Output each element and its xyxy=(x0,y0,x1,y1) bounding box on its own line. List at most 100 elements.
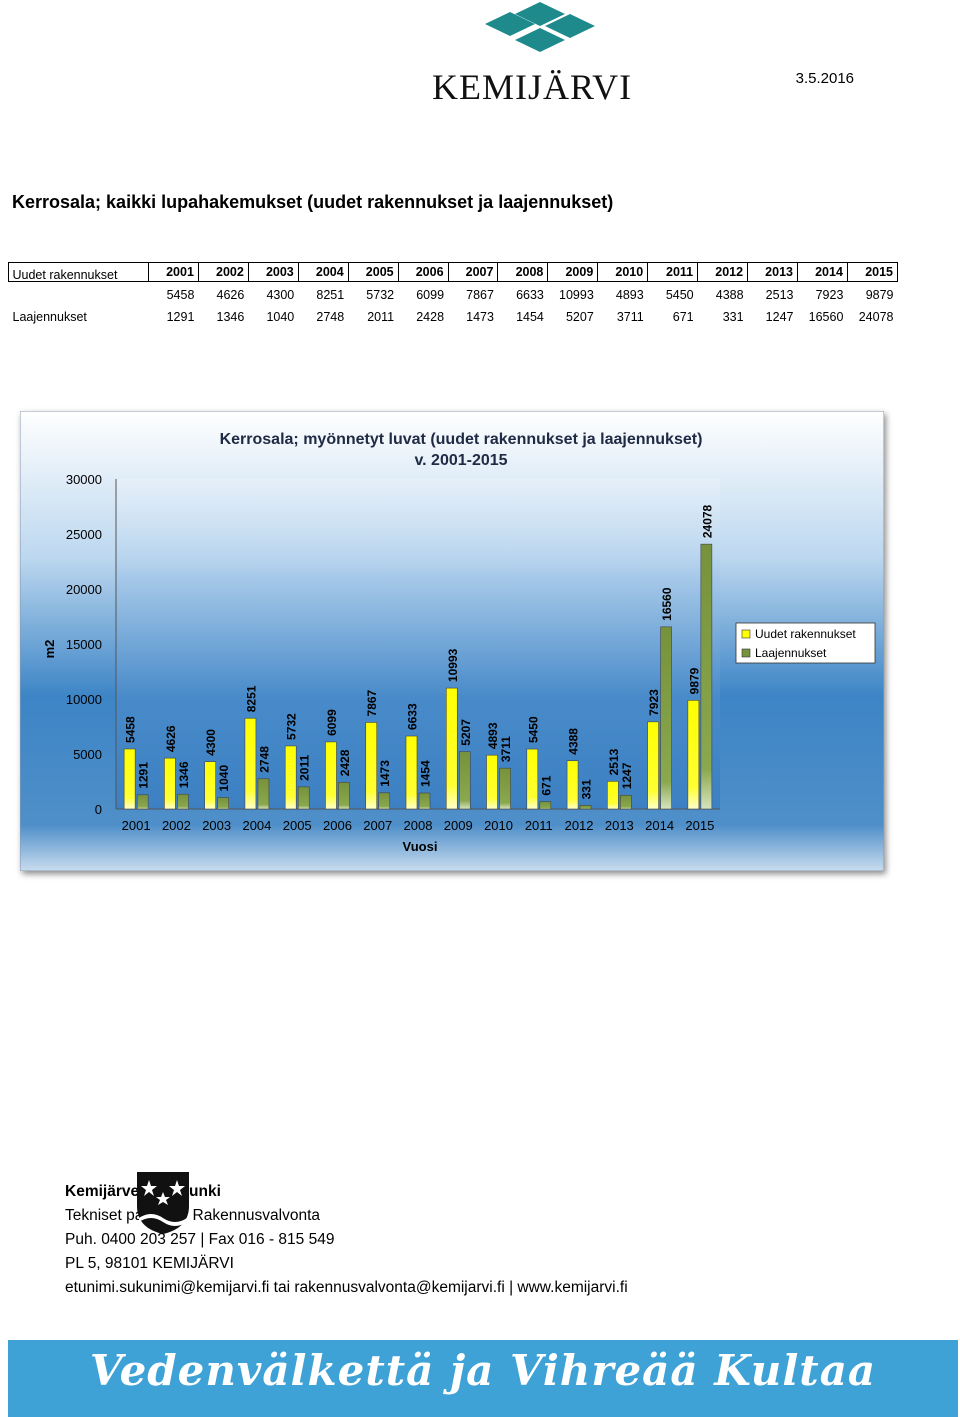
table-header-row: 2001 2002 2003 2004 2005 2006 2007 2008 2009 2010… xyxy=(8,262,899,282)
bar-data-label: 5207 xyxy=(459,719,473,746)
table-cell: 1454 xyxy=(516,310,544,324)
logo-wordmark: KEMIJÄRVI xyxy=(432,67,633,107)
bar-laajennukset xyxy=(700,543,713,810)
legend-swatch xyxy=(741,648,751,658)
x-tick-label: 2009 xyxy=(444,818,473,833)
bar-laajennukset xyxy=(579,805,592,810)
x-tick-label: 2008 xyxy=(404,818,433,833)
legend-swatch xyxy=(741,629,751,639)
x-tick-label: 2007 xyxy=(363,818,392,833)
table-cell: 5458 xyxy=(166,288,195,302)
table-cell: 2513 xyxy=(765,288,794,302)
bar-data-label: 1454 xyxy=(419,760,433,787)
table-cell: 331 xyxy=(722,310,744,324)
year-header-cell: 2002 xyxy=(197,262,249,282)
slogan-text: Vedenvälkettä ja Vihreää Kultaa xyxy=(89,1346,877,1395)
bar-data-label: 1247 xyxy=(620,762,634,789)
y-tick-label: 25000 xyxy=(66,527,102,542)
chart-title: Kerrosala; myönnetyt luvat (uudet rakenn… xyxy=(220,431,703,448)
bar-uudet-rakennukset xyxy=(244,717,257,810)
legend-box xyxy=(735,622,876,664)
bar-uudet-rakennukset xyxy=(204,761,216,810)
bar-data-label: 671 xyxy=(539,775,553,795)
year-header-cell: 2009 xyxy=(547,262,599,282)
table-cell: 4388 xyxy=(715,288,744,302)
y-tick-label: 15000 xyxy=(66,637,102,652)
year-header-cell: 2013 xyxy=(747,262,798,282)
legend-label: Uudet rakennukset xyxy=(755,627,856,641)
bar-uudet-rakennukset xyxy=(123,748,136,810)
table-row: Uudet rakennukset 5458 4626 4300 8251 5732 609… xyxy=(9,268,898,309)
bar-data-label: 10993 xyxy=(446,648,460,682)
x-tick-label: 2002 xyxy=(162,818,191,833)
table-cell: 2748 xyxy=(316,310,345,324)
table-cell: 24078 xyxy=(858,310,894,324)
chart-subtitle: v. 2001-2015 xyxy=(414,452,507,469)
table-row: Laajennukset 1291 1346 1040 2748 2011 2428 1473… xyxy=(9,308,898,326)
slogan-banner: Vedenvälkettä ja Vihreää Kultaa xyxy=(8,1340,958,1417)
bar-data-label: 16560 xyxy=(660,587,674,621)
year-header-cell: 2004 xyxy=(297,262,349,282)
table-cell: 5450 xyxy=(665,288,694,302)
table-cell: 1346 xyxy=(216,310,245,324)
x-tick-label: 2005 xyxy=(283,818,312,833)
bar-data-label: 7867 xyxy=(365,689,379,716)
table-cell: 671 xyxy=(672,310,694,324)
y-tick-label: 10000 xyxy=(66,692,102,707)
year-header-cell: 2011 xyxy=(647,262,699,282)
bar-data-label: 24078 xyxy=(700,504,714,538)
bar-laajennukset xyxy=(177,793,189,810)
year-header-cell: 2012 xyxy=(697,262,749,282)
bar-laajennukset xyxy=(620,794,632,810)
table-cell: 4626 xyxy=(216,288,245,302)
bar-data-label: 2011 xyxy=(298,755,312,781)
table-cell: 16560 xyxy=(808,310,844,324)
bar-data-label: 3711 xyxy=(499,736,513,762)
year-header-cell: 2006 xyxy=(397,262,449,282)
bar-laajennukset xyxy=(499,767,511,810)
bar-laajennukset xyxy=(338,781,350,810)
bar-data-label: 6099 xyxy=(325,709,339,736)
bar-data-label: 2513 xyxy=(607,748,621,775)
coat-of-arms-icon xyxy=(137,1172,189,1234)
bar-laajennukset xyxy=(418,792,431,810)
bar-laajennukset xyxy=(458,751,471,810)
y-tick-label: 0 xyxy=(95,802,102,817)
table-cell: 7867 xyxy=(466,288,494,302)
plot-area xyxy=(116,479,720,809)
table-cell: 7923 xyxy=(815,288,844,302)
bar-data-label: 9879 xyxy=(687,667,701,694)
table-cell: 6099 xyxy=(416,288,445,302)
table-cell: 1473 xyxy=(466,310,494,324)
footer-contact-line: etunimi.sukunimi@kemijarvi.fi tai rakenn… xyxy=(65,1279,628,1296)
table-cell: 10993 xyxy=(559,288,594,302)
footer-address: PL 5, 98101 KEMIJÄRVI xyxy=(65,1255,234,1272)
bar-uudet-rakennukset xyxy=(647,721,659,810)
chart-legend: Uudet rakennukset Laajennukset xyxy=(735,622,876,664)
table-cell: 4893 xyxy=(615,288,644,302)
bar-data-label: 4626 xyxy=(164,725,178,752)
x-tick-label: 2014 xyxy=(645,818,674,833)
table-cell: 2428 xyxy=(416,310,445,324)
bar-uudet-rakennukset xyxy=(566,760,579,810)
legend-label: Laajennukset xyxy=(755,646,827,660)
page-title: Kerrosala; kaikki lupahakemukset (uudet … xyxy=(12,192,614,212)
x-tick-label: 2003 xyxy=(202,818,231,833)
x-tick-label: 2012 xyxy=(565,818,594,833)
table-cell: 1040 xyxy=(266,310,295,324)
bar-uudet-rakennukset xyxy=(284,745,297,810)
bar-laajennukset xyxy=(136,794,149,810)
x-tick-label: 2013 xyxy=(605,818,634,833)
x-tick-label: 2004 xyxy=(242,818,271,833)
table-cell: 9879 xyxy=(865,288,894,302)
x-tick-label: 2010 xyxy=(484,818,513,833)
kemijarvi-logo xyxy=(485,2,595,52)
bar-laajennukset xyxy=(378,792,391,810)
bar-uudet-rakennukset xyxy=(445,687,458,810)
bar-data-label: 8251 xyxy=(244,685,258,712)
bar-laajennukset xyxy=(217,797,229,810)
bar-data-label: 331 xyxy=(580,779,594,799)
bar-laajennukset xyxy=(257,778,270,810)
bar-data-label: 2748 xyxy=(257,746,271,773)
bar-laajennukset xyxy=(297,786,310,810)
